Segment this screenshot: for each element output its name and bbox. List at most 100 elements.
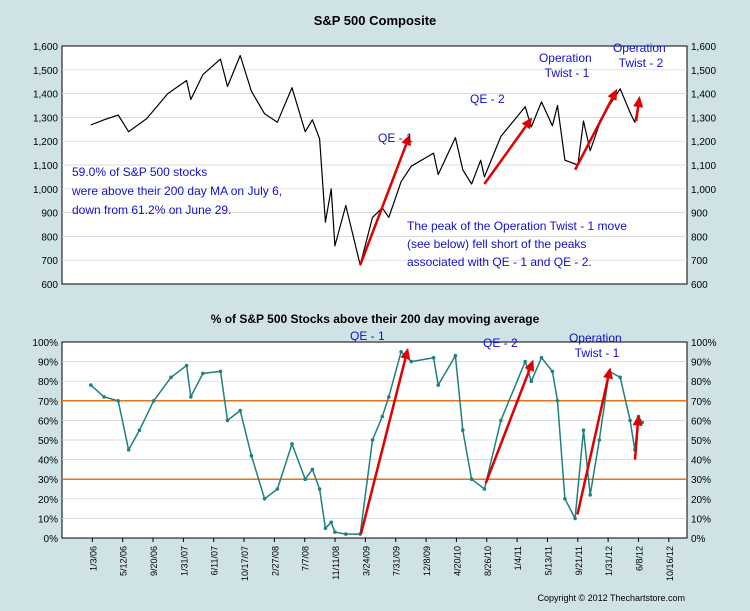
top-op-twist1-line-1: Operation bbox=[539, 51, 592, 65]
breadth-point bbox=[453, 353, 458, 358]
top-y-tick-right: 1,300 bbox=[691, 113, 716, 124]
top-chart-title: S&P 500 Composite bbox=[314, 13, 437, 28]
breadth-point bbox=[201, 371, 205, 376]
x-tick-label: 9/21/11 bbox=[574, 546, 584, 575]
breadth-point bbox=[370, 438, 375, 442]
breadth-point bbox=[469, 477, 474, 482]
breadth-point bbox=[344, 532, 348, 536]
operation-twist-note-line-1: The peak of the Operation Twist - 1 move bbox=[407, 219, 627, 233]
x-tick-label: 4/20/10 bbox=[452, 546, 462, 576]
top-y-tick-left: 600 bbox=[41, 280, 58, 291]
top-arrow-op-twist1 bbox=[574, 88, 618, 171]
top-op-twist2-line-1: Operation bbox=[613, 41, 666, 55]
bottom-y-tick-right: 0% bbox=[691, 534, 706, 545]
top-y-tick-left: 1,600 bbox=[33, 42, 58, 53]
breadth-point bbox=[303, 477, 308, 482]
breadth-point bbox=[431, 355, 436, 360]
breadth-point bbox=[482, 487, 487, 491]
bottom-y-tick-right: 10% bbox=[691, 514, 711, 525]
bottom-arrow-op-twist2-shaft bbox=[633, 425, 639, 460]
top-arrow-qe1 bbox=[359, 134, 411, 266]
top-y-tick-right: 600 bbox=[691, 280, 708, 291]
breadth-annotation: 59.0% of S&P 500 stocks were above their… bbox=[71, 165, 285, 217]
top-arrow-qe2-head bbox=[521, 117, 533, 130]
top-arrow-qe1-head bbox=[401, 134, 411, 147]
x-tick-label: 6/8/12 bbox=[634, 546, 644, 571]
top-y-tick-right: 700 bbox=[691, 256, 708, 267]
bottom-arrow-op-twist2-head bbox=[632, 414, 643, 426]
bottom-y-tick-right: 40% bbox=[691, 456, 711, 467]
breadth-point bbox=[189, 395, 193, 399]
top-arrow-qe2 bbox=[483, 117, 533, 185]
bottom-x-tick-labels: 1/3/06 5/12/06 9/20/06 1/31/07 6/11/07 10/17/… bbox=[88, 538, 675, 581]
bottom-qe1-label: QE - 1 bbox=[350, 329, 385, 343]
operation-twist-note: The peak of the Operation Twist - 1 move… bbox=[407, 219, 630, 269]
breadth-point bbox=[116, 399, 120, 403]
breadth-point bbox=[137, 428, 142, 433]
breadth-point bbox=[317, 487, 322, 491]
operation-twist-note-line-2: (see below) fell short of the peaks bbox=[407, 237, 586, 251]
top-arrow-op-twist2-shaft bbox=[634, 106, 640, 122]
top-y-tick-left: 1,500 bbox=[33, 66, 58, 77]
bottom-y-tick-labels-right: 0% 10% 20% 30% 40% 50% 60% 70% 80% 90% 100% bbox=[691, 338, 717, 545]
top-arrow-op-twist1-shaft bbox=[574, 98, 614, 171]
bottom-y-tick-right: 70% bbox=[691, 397, 711, 408]
top-y-tick-right: 1,100 bbox=[691, 161, 716, 172]
bottom-y-tick-left: 100% bbox=[32, 338, 58, 349]
breadth-point bbox=[529, 379, 534, 384]
bottom-arrow-qe2-head bbox=[524, 359, 535, 372]
bottom-y-tick-right: 30% bbox=[691, 475, 711, 486]
bottom-qe2-label: QE - 2 bbox=[483, 336, 518, 350]
top-y-tick-left: 1,200 bbox=[33, 137, 58, 148]
top-y-tick-right: 900 bbox=[691, 209, 708, 220]
bottom-op-twist1-line-2: Twist - 1 bbox=[575, 346, 620, 360]
bottom-y-tick-right: 80% bbox=[691, 377, 711, 388]
bottom-y-tick-left: 50% bbox=[38, 436, 58, 447]
bottom-arrow-qe1-head bbox=[400, 347, 411, 360]
x-tick-label: 7/7/08 bbox=[301, 546, 311, 571]
breadth-point bbox=[555, 399, 560, 403]
bottom-y-tick-left: 30% bbox=[38, 475, 58, 486]
x-tick-label: 5/12/06 bbox=[119, 546, 129, 576]
breadth-point bbox=[380, 414, 385, 419]
bottom-arrows bbox=[359, 347, 643, 535]
breadth-point bbox=[387, 395, 391, 399]
top-y-tick-labels-right: 600 700 800 900 1,000 1,100 1,200 1,300 1,400 1,5… bbox=[691, 42, 716, 291]
breadth-point bbox=[290, 442, 294, 446]
breadth-point bbox=[499, 418, 503, 423]
x-tick-label: 1/4/11 bbox=[513, 546, 523, 570]
x-tick-label: 9/20/06 bbox=[149, 546, 159, 576]
breadth-point bbox=[436, 383, 441, 387]
top-y-tick-left: 1,400 bbox=[33, 90, 58, 101]
top-op-twist2-line-2: Twist - 2 bbox=[619, 56, 664, 70]
top-qe1-label: QE - 1 bbox=[378, 131, 413, 145]
copyright-text: Copyright © 2012 Thechartstore.com bbox=[537, 593, 685, 603]
bottom-y-tick-right: 100% bbox=[691, 338, 717, 349]
top-arrow-op-twist2 bbox=[633, 95, 644, 122]
top-qe2-label: QE - 2 bbox=[470, 92, 505, 106]
breadth-point bbox=[581, 428, 586, 433]
x-tick-label: 8/26/10 bbox=[483, 546, 493, 576]
breadth-point bbox=[89, 383, 93, 387]
bottom-y-tick-left: 80% bbox=[38, 377, 58, 388]
bottom-arrow-qe2-shaft bbox=[484, 369, 531, 484]
bottom-y-tick-left: 90% bbox=[38, 358, 58, 369]
top-y-tick-right: 1,200 bbox=[691, 137, 716, 148]
breadth-point bbox=[409, 359, 414, 364]
top-arrow-op-twist2-head bbox=[633, 95, 644, 108]
breadth-point bbox=[588, 493, 592, 497]
top-y-tick-right: 1,500 bbox=[691, 66, 716, 77]
breadth-point bbox=[563, 497, 567, 501]
breadth-point bbox=[310, 467, 315, 472]
x-tick-label: 10/16/12 bbox=[665, 546, 675, 581]
bottom-y-tick-left: 70% bbox=[38, 397, 58, 408]
x-tick-label: 1/31/07 bbox=[179, 546, 189, 576]
breadth-point bbox=[218, 369, 223, 374]
top-gridlines bbox=[62, 69, 687, 261]
top-op-twist1-label: Operation Twist - 1 bbox=[539, 51, 595, 80]
top-arrow-qe1-shaft bbox=[359, 143, 408, 266]
breadth-point bbox=[169, 375, 173, 380]
top-y-tick-left: 800 bbox=[41, 232, 58, 243]
